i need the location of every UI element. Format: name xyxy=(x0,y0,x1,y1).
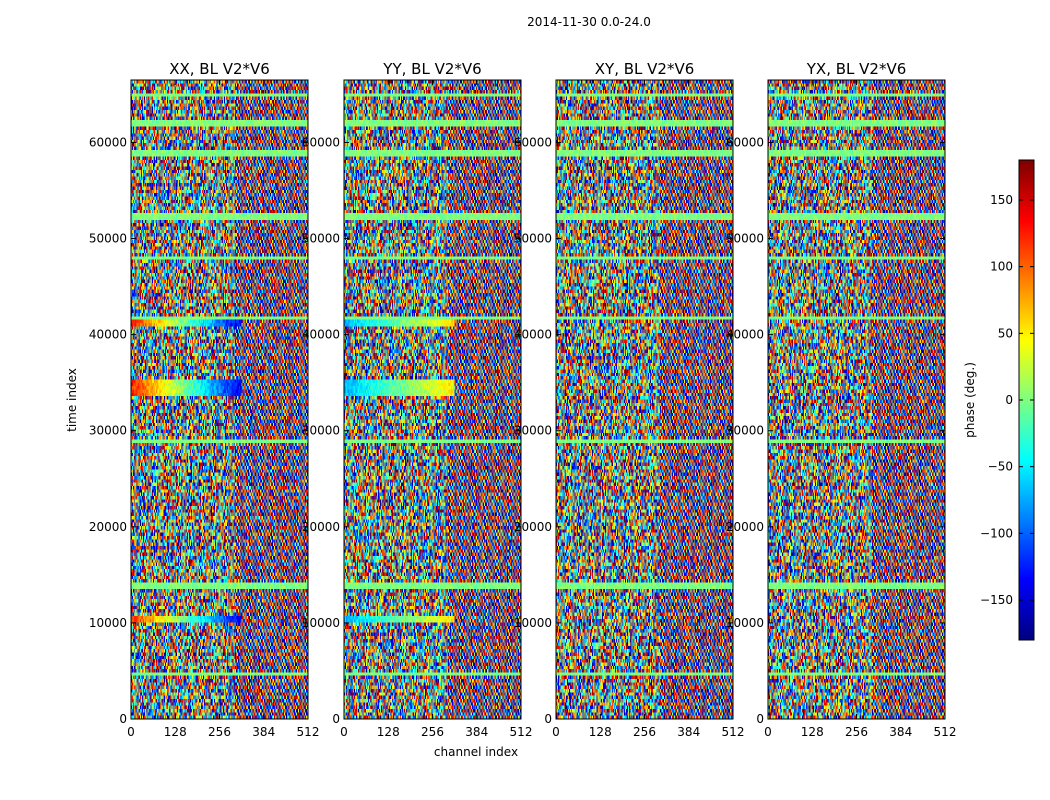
panel-title: YX, BL V2*V6 xyxy=(806,60,907,78)
y-tick-label: 50000 xyxy=(302,232,340,246)
heatmap-xy xyxy=(556,80,733,719)
heatmap-xx xyxy=(131,80,308,719)
y-tick-label: 50000 xyxy=(514,232,552,246)
y-tick-label: 40000 xyxy=(514,328,552,342)
y-axis-label: time index xyxy=(65,368,79,432)
y-tick-label: 60000 xyxy=(89,135,127,149)
x-tick-label: 384 xyxy=(677,725,700,739)
panel-xx: XX, BL V2*V6 0 128 256 384 512 0 10000 20000 3000… xyxy=(89,60,320,739)
y-tick-label: 10000 xyxy=(302,616,340,630)
y-tick-label: 10000 xyxy=(89,616,127,630)
y-tick-label: 40000 xyxy=(726,328,764,342)
x-tick-label: 384 xyxy=(252,725,275,739)
panel-title: XY, BL V2*V6 xyxy=(595,60,695,78)
x-tick-label: 0 xyxy=(764,725,772,739)
x-tick-label: 256 xyxy=(633,725,656,739)
panel-yy: YY, BL V2*V6 0 128 256 384 512 0 10000 20000 3000… xyxy=(302,60,533,739)
y-tick-label: 20000 xyxy=(726,520,764,534)
y-tick-label: 30000 xyxy=(514,424,552,438)
y-tick-label: 50000 xyxy=(89,232,127,246)
x-tick-label: 384 xyxy=(465,725,488,739)
x-tick-label: 256 xyxy=(421,725,444,739)
x-axis-label: channel index xyxy=(434,745,518,759)
x-tick-label: 0 xyxy=(552,725,560,739)
x-tick-label: 512 xyxy=(934,725,957,739)
x-tick-label: 512 xyxy=(297,725,320,739)
heatmap-yy xyxy=(344,80,521,719)
colorbar-tick-label: 50 xyxy=(998,326,1013,340)
x-tick-label: 0 xyxy=(127,725,135,739)
colorbar-label: phase (deg.) xyxy=(963,362,977,438)
y-tick-label: 10000 xyxy=(726,616,764,630)
y-tick-label: 60000 xyxy=(302,135,340,149)
y-tick-label: 40000 xyxy=(302,328,340,342)
x-tick-label: 128 xyxy=(164,725,187,739)
y-tick-label: 60000 xyxy=(726,135,764,149)
panel-title: XX, BL V2*V6 xyxy=(169,60,270,78)
colorbar-tick-label: 100 xyxy=(990,260,1013,274)
panels: XX, BL V2*V6 0 128 256 384 512 0 10000 20000 3000… xyxy=(89,60,957,739)
y-tick-label: 20000 xyxy=(89,520,127,534)
y-tick-label: 30000 xyxy=(726,424,764,438)
y-tick-label: 0 xyxy=(544,712,552,726)
y-tick-label: 30000 xyxy=(302,424,340,438)
colorbar-gradient xyxy=(1019,160,1034,640)
colorbar-tick-label: −50 xyxy=(988,460,1013,474)
y-tick-label: 0 xyxy=(119,712,127,726)
y-tick-label: 50000 xyxy=(726,232,764,246)
x-tick-label: 256 xyxy=(208,725,231,739)
x-tick-label: 384 xyxy=(889,725,912,739)
colorbar: 150 100 50 0 −50 −100 −150 xyxy=(980,159,1035,641)
x-tick-label: 128 xyxy=(589,725,612,739)
panel-title: YY, BL V2*V6 xyxy=(382,60,481,78)
y-tick-label: 60000 xyxy=(514,135,552,149)
panel-xy: XY, BL V2*V6 0 128 256 384 512 0 10000 20000 3000… xyxy=(514,60,745,739)
x-tick-label: 256 xyxy=(845,725,868,739)
y-tick-label: 10000 xyxy=(514,616,552,630)
heatmap-yx xyxy=(768,80,945,719)
x-tick-label: 512 xyxy=(722,725,745,739)
y-tick-label: 20000 xyxy=(302,520,340,534)
colorbar-tick-label: 0 xyxy=(1005,393,1013,407)
y-tick-label: 30000 xyxy=(89,424,127,438)
y-tick-label: 0 xyxy=(756,712,764,726)
y-tick-label: 0 xyxy=(332,712,340,726)
colorbar-tick-label: −100 xyxy=(980,526,1013,540)
y-tick-label: 20000 xyxy=(514,520,552,534)
figure-suptitle: 2014-11-30 0.0-24.0 xyxy=(527,15,651,29)
colorbar-tick-label: −150 xyxy=(980,593,1013,607)
x-tick-label: 128 xyxy=(377,725,400,739)
colorbar-tick-label: 150 xyxy=(990,193,1013,207)
x-tick-label: 512 xyxy=(510,725,533,739)
y-tick-label: 40000 xyxy=(89,328,127,342)
panel-yx: YX, BL V2*V6 0 128 256 384 512 0 10000 20000 3000… xyxy=(726,60,957,739)
x-tick-label: 0 xyxy=(340,725,348,739)
x-tick-label: 128 xyxy=(801,725,824,739)
